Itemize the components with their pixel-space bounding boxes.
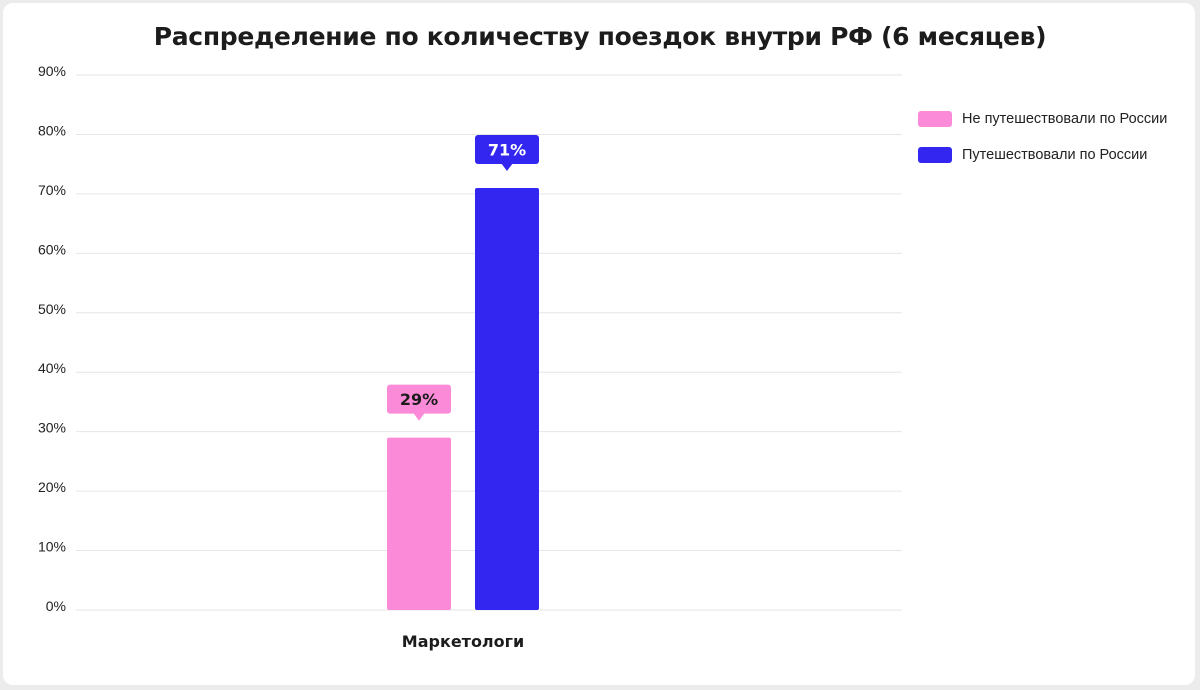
y-tick-label: 80% bbox=[38, 122, 66, 138]
chart-card bbox=[3, 3, 1195, 685]
y-tick-label: 20% bbox=[38, 479, 66, 495]
data-label-callout bbox=[387, 384, 451, 414]
y-tick-label: 70% bbox=[38, 182, 66, 198]
data-label-pointer bbox=[501, 162, 513, 171]
y-tick-label: 60% bbox=[38, 241, 66, 257]
y-tick-label: 90% bbox=[38, 63, 66, 79]
y-tick-label: 50% bbox=[38, 301, 66, 317]
legend-label-traveled: Путешествовали по России bbox=[962, 147, 1148, 163]
bar bbox=[387, 437, 451, 610]
legend-label-not-traveled: Не путешествовали по России bbox=[962, 111, 1168, 127]
legend-swatch-traveled bbox=[918, 147, 952, 163]
legend-item-traveled: Путешествовали по России bbox=[918, 144, 1167, 166]
legend-swatch-not-traveled bbox=[918, 111, 952, 127]
y-tick-label: 40% bbox=[38, 360, 66, 376]
data-label: 29% bbox=[400, 390, 438, 409]
legend-item-not-traveled: Не путешествовали по России bbox=[918, 108, 1167, 130]
y-tick-label: 30% bbox=[38, 420, 66, 436]
chart-legend: Не путешествовали по России Путешествова… bbox=[918, 108, 1167, 180]
y-tick-label: 0% bbox=[46, 598, 66, 614]
data-label-callout bbox=[475, 134, 539, 164]
data-label-pointer bbox=[413, 412, 425, 421]
data-label: 71% bbox=[488, 140, 526, 159]
chart-title: Распределение по количеству поездок внут… bbox=[153, 22, 1047, 51]
y-tick-label: 10% bbox=[38, 539, 66, 555]
bar bbox=[475, 187, 539, 610]
x-category-label: Маркетологи bbox=[402, 632, 524, 651]
